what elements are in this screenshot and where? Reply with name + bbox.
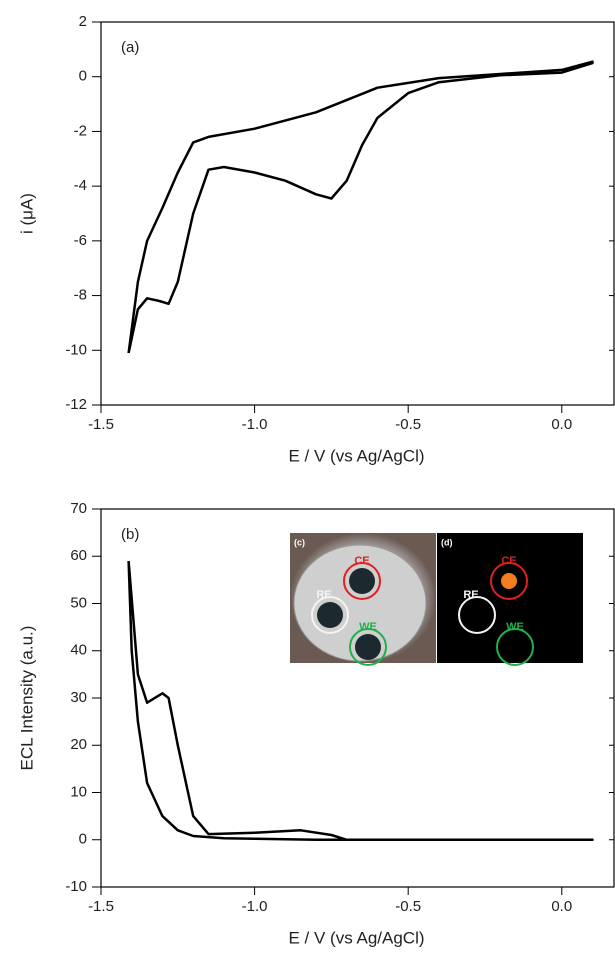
electrode-label: CE (354, 555, 369, 567)
y-tick-label: 50 (70, 594, 87, 611)
electrode-disk (317, 602, 343, 628)
x-tick-label: -1.0 (242, 416, 268, 433)
electrode-disk (355, 634, 381, 660)
y-tick-label: 0 (79, 68, 87, 85)
y-tick-label: -8 (74, 287, 87, 304)
y-tick-label: -4 (74, 177, 87, 194)
ecl-spot (501, 573, 517, 589)
data-line (127, 60, 594, 354)
x-axis-label: E / V (vs Ag/AgCl) (288, 446, 424, 465)
x-tick-label: -1.5 (88, 898, 114, 915)
electrode-ring (343, 562, 381, 600)
electrode-label: RE (463, 589, 478, 601)
y-axis-label: ECL Intensity (a.u.) (17, 626, 36, 771)
y-tick-label: -12 (65, 396, 87, 413)
x-tick-label: 0.0 (551, 416, 572, 433)
x-axis-label: E / V (vs Ag/AgCl) (288, 928, 424, 947)
y-tick-label: -10 (65, 878, 87, 895)
y-tick-label: 30 (70, 689, 87, 706)
electrode-ring (490, 562, 528, 600)
x-tick-label: 0.0 (551, 898, 572, 915)
data-line (127, 560, 594, 842)
inset: (c) CE RE WE (d) CE RE WE (290, 533, 583, 666)
electrode-label: WE (506, 621, 524, 633)
panel-label: (b) (121, 526, 139, 543)
y-tick-label: 2 (79, 13, 87, 30)
panel-label: (a) (121, 39, 139, 56)
y-tick-label: -10 (65, 341, 87, 358)
y-tick-label: 40 (70, 642, 87, 659)
x-tick-label: -0.5 (395, 898, 421, 915)
inset-label: (d) (441, 537, 453, 547)
y-tick-label: -2 (74, 122, 87, 139)
electrode-ring (458, 596, 496, 634)
electrode-label: RE (316, 589, 331, 601)
electrode-ring (349, 628, 387, 666)
electrode-ring (496, 628, 534, 666)
y-tick-label: 20 (70, 736, 87, 753)
y-tick-label: 0 (79, 831, 87, 848)
electrode-label: CE (501, 555, 516, 567)
inset-label: (c) (294, 537, 305, 547)
y-tick-label: 70 (70, 500, 87, 517)
x-tick-label: -1.5 (88, 416, 114, 433)
y-axis-label: i (μA) (17, 193, 36, 234)
plot-frame (100, 21, 615, 406)
x-tick-label: -1.0 (242, 898, 268, 915)
y-tick-label: 60 (70, 547, 87, 564)
electrode-label: WE (359, 621, 377, 633)
y-tick-label: 10 (70, 783, 87, 800)
electrode-ring (311, 596, 349, 634)
y-tick-label: -6 (74, 232, 87, 249)
electrode-disk (349, 568, 375, 594)
x-tick-label: -0.5 (395, 416, 421, 433)
